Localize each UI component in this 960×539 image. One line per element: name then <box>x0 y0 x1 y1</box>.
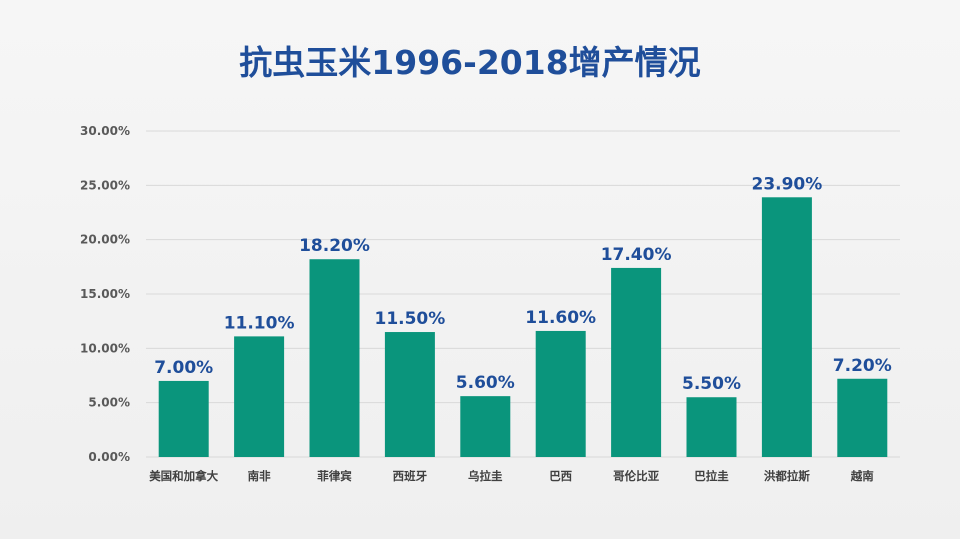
bar <box>309 259 360 457</box>
x-tick-label: 南非 <box>248 469 271 483</box>
x-tick-label: 巴拉圭 <box>694 469 729 483</box>
data-label: 11.10% <box>224 313 295 333</box>
x-tick-label: 哥伦比亚 <box>613 469 659 483</box>
bar <box>535 330 586 457</box>
x-tick-label: 洪都拉斯 <box>764 469 810 483</box>
bar <box>384 332 435 457</box>
x-tick-label: 越南 <box>850 469 874 483</box>
data-label: 18.20% <box>299 236 370 256</box>
y-tick-label: 15.00% <box>80 287 130 301</box>
bar <box>460 396 511 457</box>
x-tick-label: 西班牙 <box>393 469 428 483</box>
x-tick-label: 美国和加拿大 <box>149 469 218 483</box>
data-label: 5.50% <box>682 374 741 394</box>
y-tick-label: 10.00% <box>80 341 130 355</box>
data-label: 11.60% <box>525 308 596 328</box>
data-label: 5.60% <box>456 373 515 393</box>
data-label: 17.40% <box>601 245 672 265</box>
y-tick-label: 20.00% <box>80 233 130 247</box>
bar <box>837 378 888 457</box>
chart-title: 抗虫玉米1996-2018增产情况 <box>239 43 701 82</box>
bar <box>611 267 662 457</box>
y-tick-label: 0.00% <box>88 450 130 464</box>
bar <box>158 380 209 457</box>
data-label: 11.50% <box>374 309 445 329</box>
data-label: 23.90% <box>751 174 822 194</box>
x-tick-label: 乌拉圭 <box>468 469 503 483</box>
data-label: 7.20% <box>833 356 892 376</box>
x-tick-label: 菲律宾 <box>317 469 352 483</box>
data-label: 7.00% <box>154 358 213 378</box>
bar <box>686 397 737 457</box>
y-tick-label: 30.00% <box>80 124 130 138</box>
bar <box>761 197 812 457</box>
x-tick-label: 巴西 <box>549 469 572 483</box>
y-tick-label: 25.00% <box>80 178 130 192</box>
bar <box>234 336 285 457</box>
y-tick-label: 5.00% <box>88 396 130 410</box>
